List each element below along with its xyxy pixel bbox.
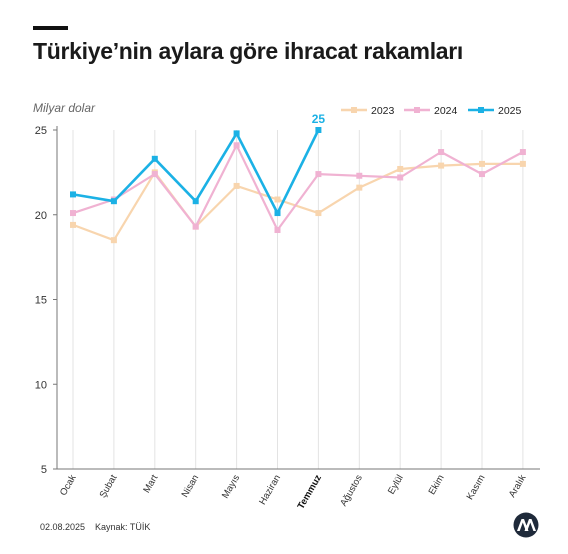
y-axis-label: Milyar dolar [33,101,96,115]
legend-marker-2023 [351,107,357,113]
data-point-2023 [356,184,363,191]
y-tick-label: 20 [35,210,47,222]
x-tick-label: Mart [141,473,160,495]
x-tick-label: Mayıs [220,473,242,501]
x-tick-label: Temmuz [296,473,325,511]
x-tick-label: Kasım [465,473,488,502]
series-line-2023 [72,162,523,242]
data-point-2023 [438,162,445,169]
x-tick-label: Aralık [507,473,529,500]
footer-date: 02.08.2025 [40,522,86,532]
legend-label-2024: 2024 [434,105,458,117]
y-tick-label: 5 [41,464,47,476]
data-point-2023 [315,210,322,217]
data-point-2024 [519,149,526,156]
x-tick-label: Eylül [386,473,406,496]
x-tick-label: Şubat [98,473,120,500]
x-tick-label: Haziran [257,473,283,507]
data-point-2024 [274,227,281,234]
value-annotation: 25 [312,112,326,126]
legend-label-2025: 2025 [498,105,522,117]
data-point-2023 [110,237,117,244]
data-point-2023 [479,160,485,167]
data-point-2025 [315,127,322,133]
x-tick-label: Ocak [58,473,79,498]
data-point-2025 [274,210,281,217]
legend-marker-2025 [478,107,484,113]
data-point-2023 [233,182,240,189]
data-point-2023 [397,165,404,172]
data-point-2025 [233,130,240,137]
footer-source: Kaynak: TÜİK [95,522,151,532]
x-tick-label: Ağustos [338,473,365,508]
data-point-2024 [233,142,240,149]
title-rule [33,26,68,30]
data-point-2023 [274,196,281,203]
y-tick-label: 25 [35,125,47,137]
series-line-2024 [72,144,524,232]
legend-marker-2024 [414,107,420,113]
data-point-2025 [110,198,117,205]
data-point-2025 [192,198,199,205]
legend-label-2023: 2023 [371,105,395,117]
data-point-2023 [70,221,76,228]
data-point-2025 [70,191,76,198]
data-point-2024 [70,210,76,217]
x-tick-label: Ekim [427,473,447,497]
data-point-2024 [479,171,485,178]
data-point-2023 [519,160,526,167]
page-title: Türkiye’nin aylara göre ihracat rakamlar… [33,38,464,64]
data-point-2025 [151,155,158,162]
data-point-2024 [151,171,158,178]
y-tick-label: 15 [35,295,47,307]
x-tick-label: Nisan [180,473,202,500]
aa-logo-icon [513,512,539,538]
y-tick-label: 10 [35,379,47,391]
data-point-2024 [315,171,322,178]
data-point-2024 [356,172,363,179]
data-point-2024 [192,223,199,230]
data-point-2024 [438,149,445,156]
data-point-2024 [397,174,404,181]
